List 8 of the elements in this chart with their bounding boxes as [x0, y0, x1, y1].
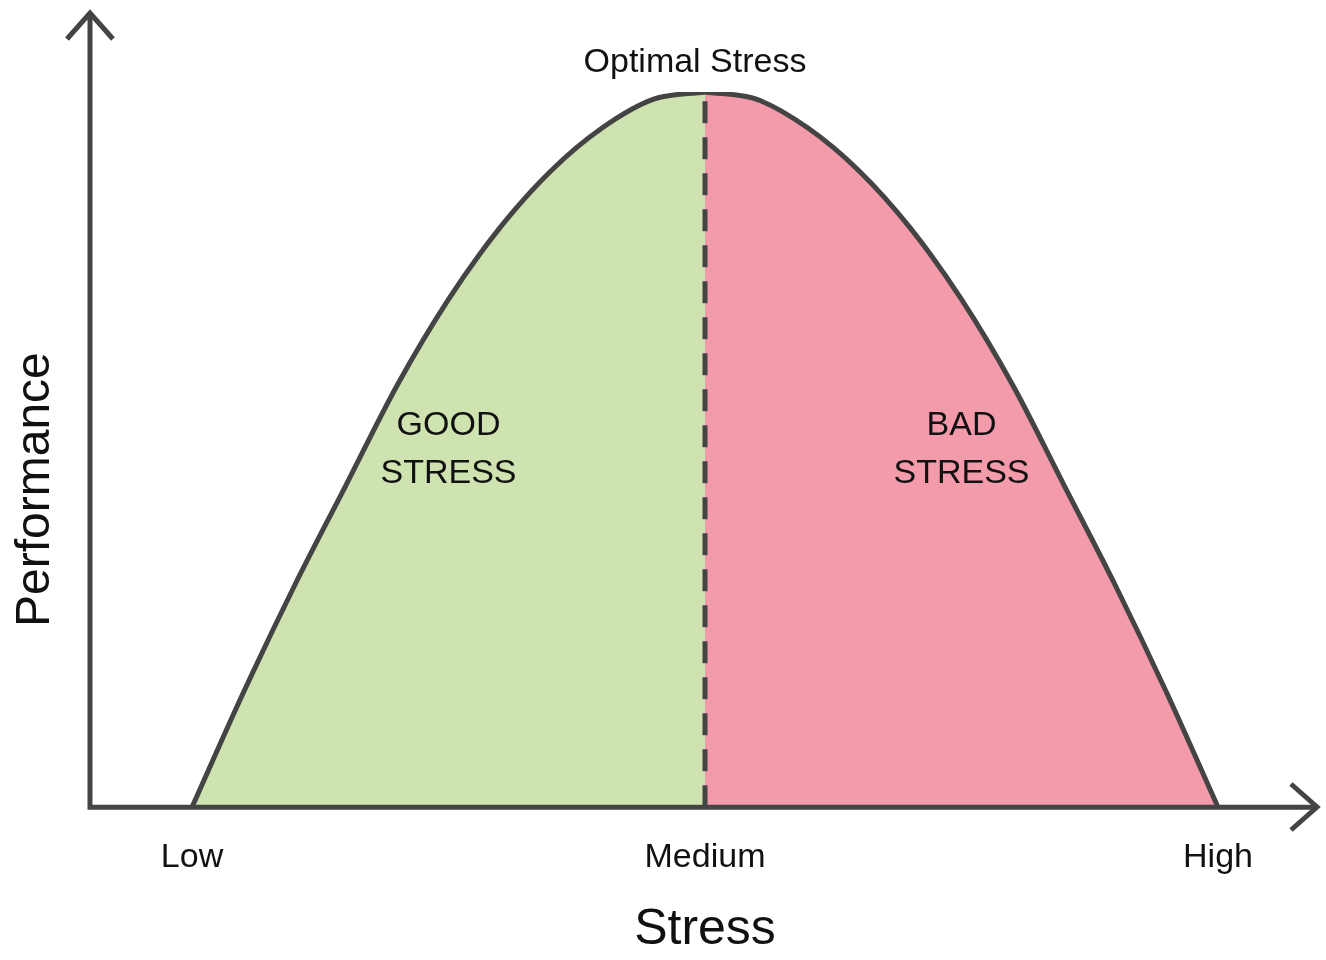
x-axis-title: Stress — [634, 898, 776, 955]
x-tick-label: Low — [160, 835, 224, 874]
x-tick-label: Medium — [644, 835, 766, 874]
x-tick-label: High — [1183, 835, 1253, 874]
series-label: BAD STRESS — [893, 403, 1030, 490]
series-label: GOOD STRESS — [380, 403, 517, 490]
ref-line-label: Optimal Stress — [583, 41, 807, 80]
y-axis-title: Performance — [6, 352, 60, 627]
